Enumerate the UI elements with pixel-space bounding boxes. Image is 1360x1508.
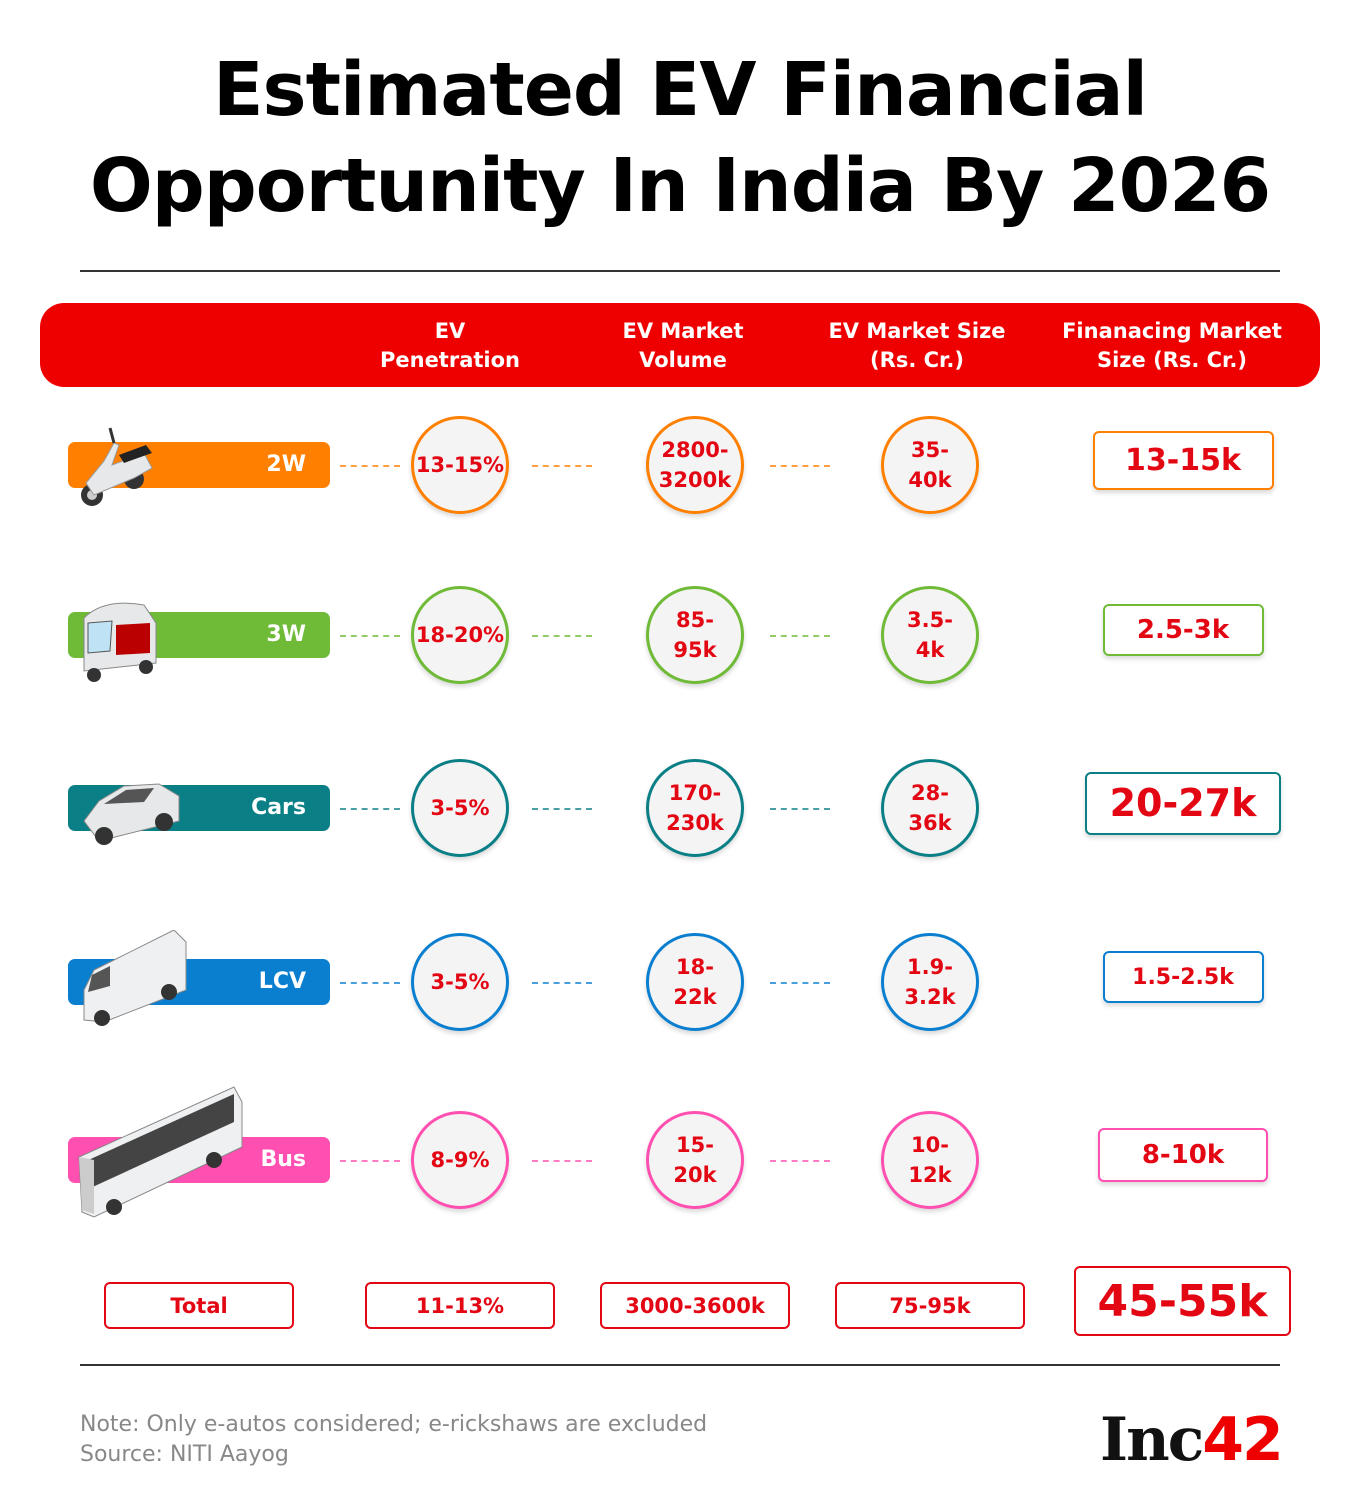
financing-size-box: 2.5-3k xyxy=(1102,604,1264,656)
penetration-circle: 8-9% xyxy=(411,1111,509,1209)
market-size-circle: 10- 12k xyxy=(881,1111,979,1209)
van-icon xyxy=(74,929,194,1034)
market-size-circle: 3.5- 4k xyxy=(881,586,979,684)
volume-circle: 2800- 3200k xyxy=(646,416,744,514)
connector-line xyxy=(532,1160,592,1162)
financing-size-box: 13-15k xyxy=(1092,430,1274,490)
connector-line xyxy=(770,808,830,810)
penetration-circle: 18-20% xyxy=(411,586,509,684)
market-size-circle: 1.9- 3.2k xyxy=(881,933,979,1031)
note-text: Note: Only e-autos considered; e-ricksha… xyxy=(80,1412,708,1437)
category-label: 3W xyxy=(266,622,306,647)
top-divider xyxy=(80,270,1280,272)
car-icon xyxy=(74,766,184,860)
connector-line xyxy=(340,1160,400,1162)
volume-circle: 170- 230k xyxy=(646,759,744,857)
bottom-divider xyxy=(80,1364,1280,1366)
scooter-icon xyxy=(74,423,164,517)
connector-line xyxy=(532,465,592,467)
financing-size-box: 8-10k xyxy=(1098,1128,1268,1182)
header-bar: EV Penetration EV Market Volume EV Marke… xyxy=(40,303,1320,387)
connector-line xyxy=(340,635,400,637)
inc42-logo: Inc42 xyxy=(1100,1405,1284,1475)
volume-circle: 85- 95k xyxy=(646,586,744,684)
market-size-circle: 35- 40k xyxy=(881,416,979,514)
total-market-size: 75-95k xyxy=(835,1282,1025,1329)
connector-line xyxy=(532,982,592,984)
connector-line xyxy=(340,465,400,467)
volume-circle: 15- 20k xyxy=(646,1111,744,1209)
financing-size-box: 1.5-2.5k xyxy=(1102,951,1264,1003)
connector-line xyxy=(770,635,830,637)
auto-rickshaw-icon xyxy=(74,593,164,687)
penetration-circle: 3-5% xyxy=(411,759,509,857)
connector-line xyxy=(340,982,400,984)
total-penetration: 11-13% xyxy=(365,1282,555,1329)
connector-line xyxy=(340,808,400,810)
header-penetration: EV Penetration xyxy=(379,319,520,372)
footnote: Note: Only e-autos considered; e-ricksha… xyxy=(80,1410,707,1470)
total-volume: 3000-3600k xyxy=(600,1282,790,1329)
penetration-circle: 13-15% xyxy=(411,416,509,514)
connector-line xyxy=(532,808,592,810)
penetration-circle: 3-5% xyxy=(411,933,509,1031)
category-label: 2W xyxy=(266,452,306,477)
total-label: Total xyxy=(104,1282,294,1329)
bus-icon xyxy=(74,1082,244,1226)
header-financing-size: Finanacing Market Size (Rs. Cr.) xyxy=(1062,319,1282,372)
connector-line xyxy=(770,465,830,467)
title-line-2: Opportunity In India By 2026 xyxy=(89,143,1271,229)
title-line-1: Estimated EV Financial xyxy=(212,47,1148,133)
total-financing-size: 45-55k xyxy=(1074,1266,1291,1336)
market-size-circle: 28- 36k xyxy=(881,759,979,857)
source-text: Source: NITI Aayog xyxy=(80,1442,289,1467)
volume-circle: 18- 22k xyxy=(646,933,744,1031)
connector-line xyxy=(770,1160,830,1162)
category-label: Bus xyxy=(260,1147,306,1172)
header-volume: EV Market Volume xyxy=(622,319,744,372)
financing-size-box: 20-27k xyxy=(1085,771,1281,835)
header-market-size: EV Market Size (Rs. Cr.) xyxy=(828,319,1006,372)
connector-line xyxy=(532,635,592,637)
category-label: LCV xyxy=(258,969,306,994)
category-label: Cars xyxy=(251,795,306,820)
page-title: Estimated EV Financial Opportunity In In… xyxy=(0,42,1360,234)
connector-line xyxy=(770,982,830,984)
